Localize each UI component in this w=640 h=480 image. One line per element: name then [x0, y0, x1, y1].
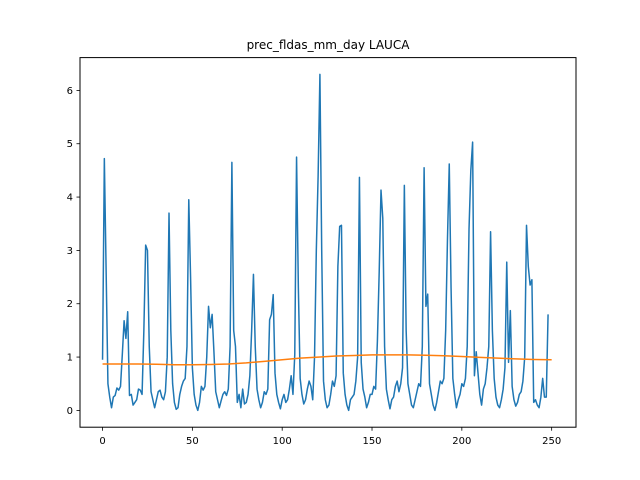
- x-tick-label: 150: [362, 436, 381, 447]
- x-tick-label: 200: [452, 436, 471, 447]
- series-layer: [101, 73, 552, 412]
- x-tick-label: 0: [99, 436, 105, 447]
- series-line-1: [101, 73, 549, 412]
- y-tick-label: 0: [67, 406, 73, 417]
- y-tick-label: 6: [67, 86, 73, 97]
- chart-title: prec_fldas_mm_day LAUCA: [247, 38, 411, 52]
- y-tick-label: 4: [67, 193, 73, 204]
- plot-frame: [79, 57, 577, 428]
- x-tick-label: 50: [186, 436, 199, 447]
- y-axis: 0 1 2 3 4 5 6: [67, 86, 80, 417]
- x-tick-label: 100: [273, 436, 292, 447]
- x-axis: 0 50 100 150 200 250: [99, 427, 561, 447]
- x-tick-label: 250: [542, 436, 561, 447]
- y-tick-label: 5: [67, 139, 73, 150]
- series-line-2: [102, 354, 552, 366]
- y-tick-label: 3: [67, 246, 73, 257]
- y-tick-label: 2: [67, 299, 73, 310]
- y-tick-label: 1: [67, 353, 73, 364]
